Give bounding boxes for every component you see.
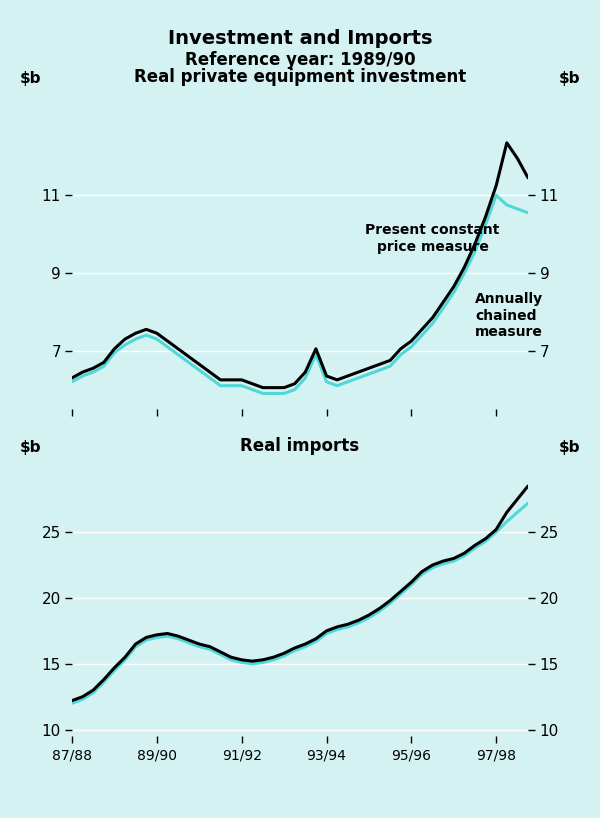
Text: $b: $b <box>559 440 580 456</box>
Text: Real imports: Real imports <box>241 438 359 456</box>
Text: Present constant
price measure: Present constant price measure <box>365 223 500 254</box>
Text: Reference year: 1989/90: Reference year: 1989/90 <box>185 51 415 69</box>
Text: $b: $b <box>20 440 41 456</box>
Text: $b: $b <box>559 70 580 86</box>
Text: $b: $b <box>20 70 41 86</box>
Text: Investment and Imports: Investment and Imports <box>168 29 432 47</box>
Text: Real private equipment investment: Real private equipment investment <box>134 68 466 86</box>
Text: Annually
chained
measure: Annually chained measure <box>475 292 543 339</box>
